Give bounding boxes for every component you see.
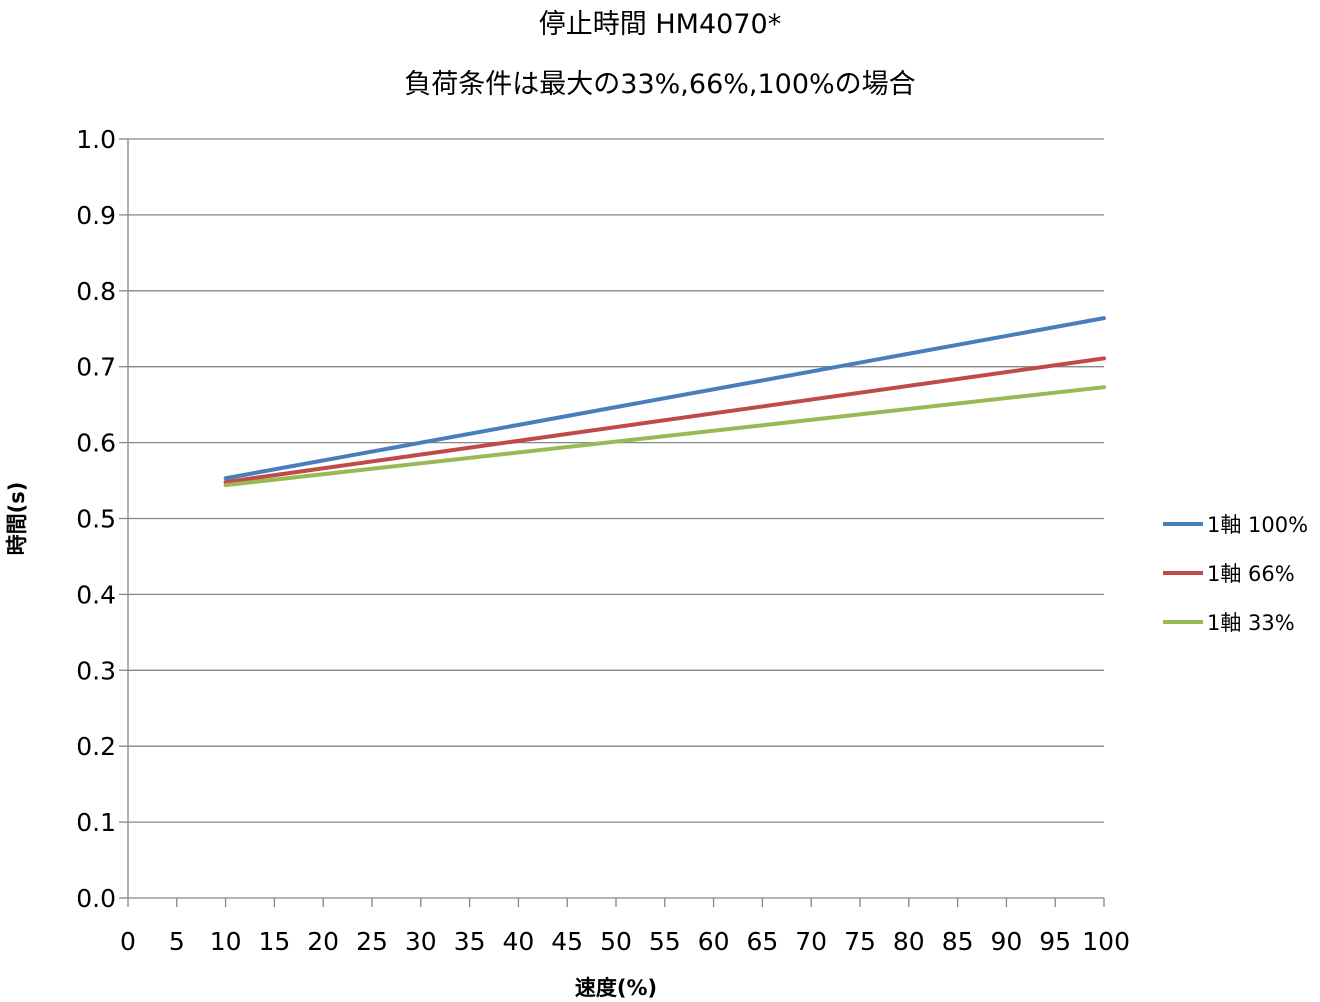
x-tick-label: 15	[258, 927, 290, 956]
axes	[119, 138, 1105, 907]
y-tick-label: 0.5	[76, 505, 116, 534]
x-tick-label: 80	[893, 927, 925, 956]
x-tick-label: 95	[1039, 927, 1071, 956]
x-tick-label: 90	[990, 927, 1022, 956]
legend-label: 1軸 100%	[1207, 513, 1308, 537]
y-tick-label: 0.6	[76, 429, 116, 458]
chart-title: 停止時間 HM4070*	[538, 9, 782, 40]
x-tick-labels: 0 5 10 15 20 25 30 35 40 45 50 55 60 65 70 75 80 85 90 95 10…	[120, 927, 1130, 956]
x-tick-label: 20	[307, 927, 339, 956]
x-tick-label: 85	[942, 927, 974, 956]
x-tick-label: 65	[746, 927, 778, 956]
x-axis-label: 速度(%)	[575, 976, 657, 1000]
y-axis-label: 時間(s)	[5, 482, 29, 556]
x-tick-label: 5	[169, 927, 185, 956]
y-tick-labels: 0.0 0.1 0.2 0.3 0.4 0.5 0.6 0.7 0.8 0.9 1.0	[76, 125, 116, 913]
y-tick-label: 0.9	[76, 201, 116, 230]
chart-subtitle: 負荷条件は最大の33%,66%,100%の場合	[404, 69, 916, 100]
x-tick-label: 25	[356, 927, 388, 956]
x-tick-label: 45	[551, 927, 583, 956]
series-line	[223, 356, 1106, 485]
series-lines	[223, 316, 1106, 488]
legend: 1軸 100% 1軸 66% 1軸 33%	[1163, 513, 1308, 635]
x-tick-label: 10	[210, 927, 242, 956]
x-tick-label: 50	[600, 927, 632, 956]
legend-label: 1軸 66%	[1207, 562, 1295, 586]
series-line	[223, 385, 1106, 488]
gridlines	[128, 138, 1104, 823]
x-tick-label: 0	[120, 927, 136, 956]
y-tick-label: 0.2	[76, 732, 116, 761]
y-tick-label: 0.0	[76, 884, 116, 913]
y-tick-label: 0.1	[76, 808, 116, 837]
legend-label: 1軸 33%	[1207, 611, 1295, 635]
x-tick-label: 55	[649, 927, 681, 956]
x-tick-label: 70	[795, 927, 827, 956]
x-tick-label: 60	[698, 927, 730, 956]
y-tick-label: 0.7	[76, 353, 116, 382]
y-tick-label: 0.3	[76, 656, 116, 685]
x-tick-label: 35	[454, 927, 486, 956]
y-tick-label: 1.0	[76, 125, 116, 154]
y-tick-label: 0.4	[76, 580, 116, 609]
x-tick-label: 100	[1082, 927, 1130, 956]
x-tick-label: 75	[844, 927, 876, 956]
y-tick-label: 0.8	[76, 277, 116, 306]
x-tick-label: 30	[405, 927, 437, 956]
x-tick-label: 40	[502, 927, 534, 956]
series-line	[223, 316, 1106, 481]
